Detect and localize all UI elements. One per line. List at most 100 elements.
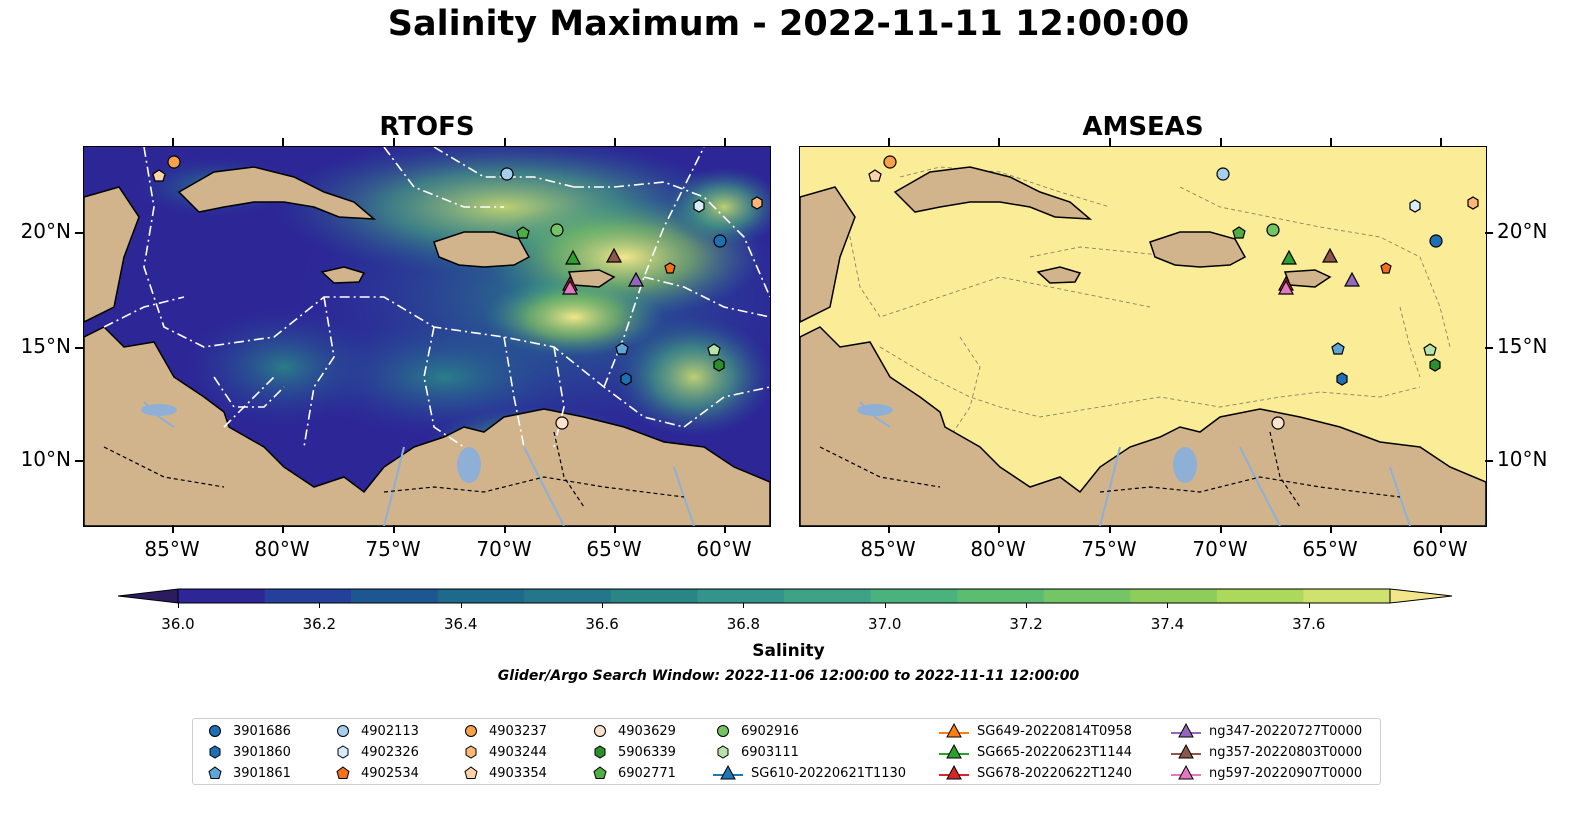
colorbar-tick	[319, 603, 321, 608]
legend-marker-icon	[1171, 764, 1201, 780]
colorbar-cell	[870, 589, 958, 603]
colorbar-extend-high	[1389, 588, 1453, 604]
legend-label: ng347-20220727T0000	[1209, 723, 1363, 739]
legend-label: 4903244	[489, 744, 547, 760]
x-tick	[1330, 525, 1332, 533]
x-tick	[504, 525, 506, 533]
legend-item: 6902771	[590, 763, 676, 783]
colorbar-cell	[437, 589, 525, 603]
y-tick-label: 10°N	[20, 447, 71, 471]
legend-marker-icon	[337, 725, 349, 737]
legend-label: 6903111	[741, 744, 799, 760]
y-tick-label: 10°N	[1497, 447, 1548, 471]
land-amseas	[800, 166, 1486, 526]
x-tick-label: 65°W	[586, 537, 642, 561]
legend-item: SG610-20220621T1130	[713, 763, 906, 783]
colorbar-tick	[178, 603, 179, 608]
x-tick-label: 85°W	[144, 537, 200, 561]
colorbar-frame	[177, 588, 1391, 604]
panel-title-rtofs: RTOFS	[379, 112, 475, 142]
x-tick-label: 75°W	[1081, 537, 1137, 561]
y-tick	[1485, 347, 1493, 349]
colorbar	[117, 588, 1453, 604]
legend-marker-icon	[717, 725, 729, 737]
legend-marker-icon	[1171, 743, 1201, 759]
colorbar-tick	[1026, 603, 1028, 608]
legend-marker-icon	[594, 745, 606, 759]
x-tick	[998, 138, 1000, 146]
legend-marker-icon	[594, 725, 606, 737]
legend-item: ng347-20220727T0000	[1171, 721, 1362, 741]
legend-marker-icon	[209, 745, 221, 759]
y-tick-label: 20°N	[1497, 219, 1548, 243]
legend-label: 3901686	[233, 723, 291, 739]
amseas-map[interactable]	[799, 146, 1487, 527]
figure-title: Salinity Maximum - 2022-11-11 12:00:00	[387, 4, 1190, 44]
legend-marker-icon	[593, 766, 607, 779]
x-tick-label: 65°W	[1302, 537, 1358, 561]
x-tick-label: 80°W	[254, 537, 310, 561]
legend-item: 4903244	[461, 742, 547, 762]
legend-item: ng597-20220907T0000	[1171, 763, 1362, 783]
rtofs-map[interactable]	[83, 146, 771, 527]
colorbar-tick	[602, 603, 604, 608]
colorbar-cell	[1043, 589, 1131, 603]
colorbar-tick	[460, 603, 462, 608]
legend-marker-icon	[464, 766, 478, 779]
x-tick	[282, 525, 284, 533]
legend-item: 3901861	[205, 763, 291, 783]
y-tick-label: 15°N	[1497, 334, 1548, 358]
legend-label: 6902771	[618, 765, 676, 781]
x-tick	[1440, 138, 1442, 146]
x-tick	[1330, 138, 1332, 146]
legend-label: 4903237	[489, 723, 547, 739]
legend-marker-icon	[939, 722, 969, 738]
colorbar-tick-label: 37.4	[1150, 615, 1185, 633]
x-tick	[1109, 138, 1111, 146]
y-tick	[1485, 460, 1493, 462]
x-tick-label: 60°W	[696, 537, 752, 561]
colorbar-cell	[524, 589, 612, 603]
search-window-text: Glider/Argo Search Window: 2022-11-06 12…	[497, 668, 1080, 684]
x-tick-label: 70°W	[1192, 537, 1248, 561]
x-tick	[1220, 525, 1222, 533]
x-tick	[1109, 525, 1111, 533]
legend-label: 5906339	[618, 744, 676, 760]
x-tick	[1220, 138, 1222, 146]
x-tick	[393, 138, 395, 146]
legend-item: 6903111	[713, 742, 799, 762]
colorbar-tick	[1167, 603, 1169, 608]
x-tick	[393, 525, 395, 533]
legend-label: 4903354	[489, 765, 547, 781]
legend-label: SG649-20220814T0958	[977, 723, 1133, 739]
x-tick	[998, 525, 1000, 533]
rtofs-map-canvas	[84, 147, 770, 526]
x-tick	[888, 525, 890, 533]
colorbar-cell	[697, 589, 785, 603]
legend-item: 3901686	[205, 721, 291, 741]
x-tick	[614, 138, 616, 146]
x-tick	[172, 525, 174, 533]
legend-marker-icon	[939, 764, 969, 780]
legend-label: ng357-20220803T0000	[1209, 744, 1363, 760]
legend-item: SG649-20220814T0958	[939, 721, 1132, 741]
x-tick	[504, 138, 506, 146]
legend-marker-icon	[713, 764, 743, 780]
y-tick-label: 15°N	[20, 334, 71, 358]
y-tick	[1485, 232, 1493, 234]
legend-item: 4903629	[590, 721, 676, 741]
legend-marker-icon	[717, 745, 729, 759]
colorbar-cell	[178, 589, 266, 603]
legend-item: 4903237	[461, 721, 547, 741]
colorbar-cell	[351, 589, 439, 603]
colorbar-tick-label: 37.2	[1009, 615, 1043, 633]
y-tick	[75, 460, 83, 462]
panel-title-amseas: AMSEAS	[1082, 112, 1204, 142]
legend-label: SG678-20220622T1240	[977, 765, 1133, 781]
amseas-map-canvas	[800, 147, 1486, 526]
colorbar-tick-label: 37.0	[868, 615, 902, 633]
legend-label: 4903629	[618, 723, 676, 739]
x-tick-label: 75°W	[365, 537, 421, 561]
y-tick	[75, 232, 83, 234]
legend-item: 4902534	[333, 763, 419, 783]
